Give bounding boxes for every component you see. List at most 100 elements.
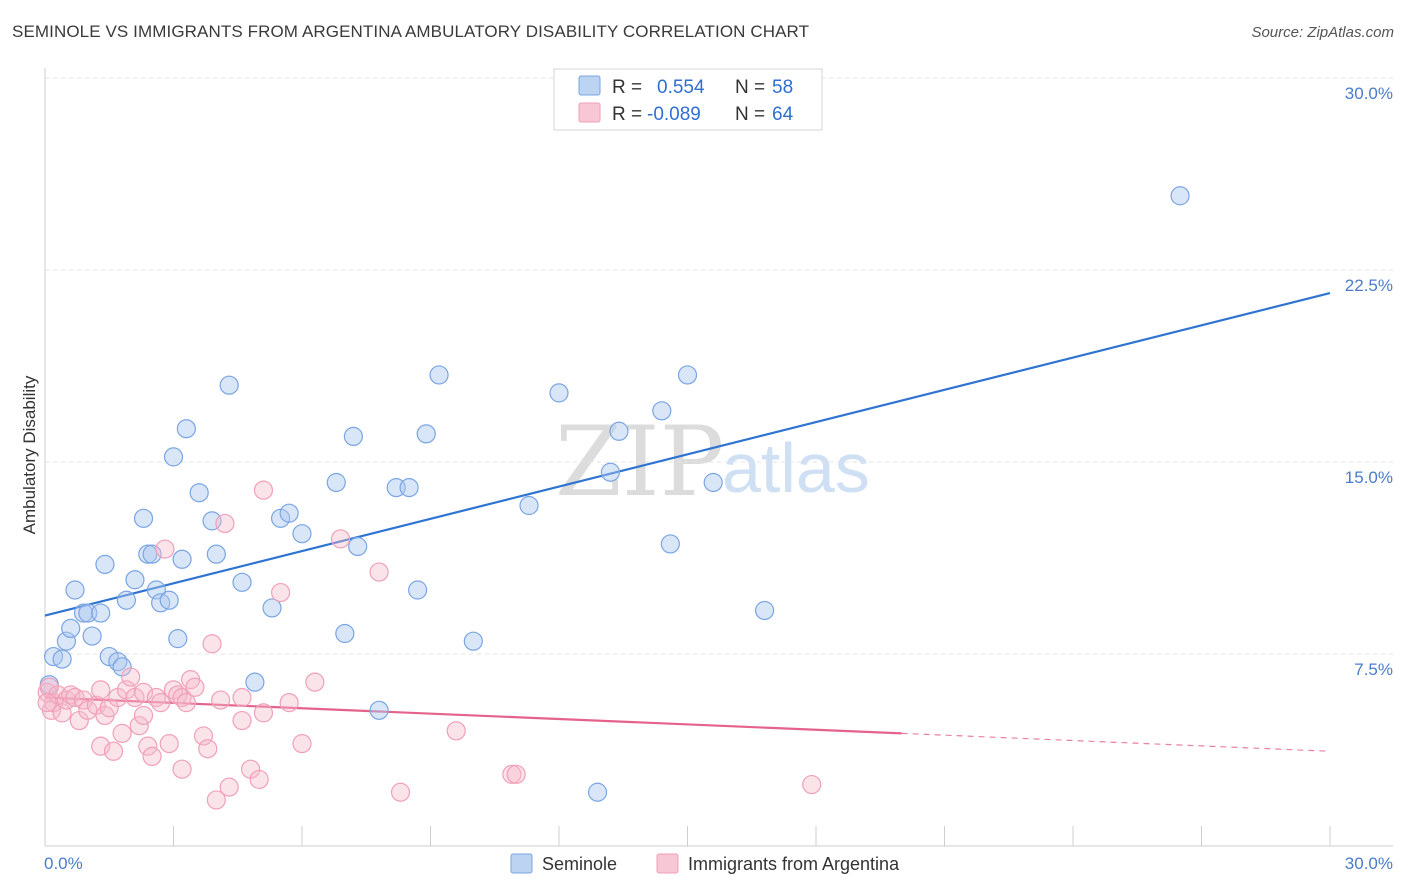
point-seminole-19 [146,580,166,600]
point-seminole-42 [399,478,419,498]
point-argentina-14 [91,736,111,756]
point-argentina-62 [802,774,822,795]
point-argentina-35 [172,759,192,779]
point-seminole-5 [65,580,85,600]
point-seminole-57 [1170,186,1190,206]
bottom-legend-argentina: Immigrants from Argentina [688,854,900,874]
point-seminole-38 [343,426,363,446]
point-seminole-56 [754,600,775,621]
point-seminole-23 [172,549,192,569]
y-tick-label-1: 15.0% [1345,468,1393,487]
point-argentina-40 [198,739,218,759]
legend-r-value-1: 0.554 [657,77,705,98]
point-argentina-13 [91,680,111,700]
point-argentina-57 [369,562,389,582]
point-argentina-25 [133,705,154,726]
point-seminole-22 [168,629,188,649]
bottom-legend-swatch-seminole [510,853,533,874]
point-argentina-23 [129,716,149,736]
legend-r-value-2: -0.089 [647,104,701,125]
point-argentina-51 [253,480,274,500]
point-argentina-49 [249,769,269,790]
point-seminole-45 [429,365,449,385]
point-seminole-35 [292,524,312,544]
point-seminole-2 [52,649,72,669]
bottom-legend-seminole: Seminole [542,854,617,874]
point-seminole-31 [245,672,265,692]
legend-swatch-argentina [578,102,601,123]
legend-r-label-1: R = [612,77,642,98]
point-argentina-42 [206,790,226,810]
point-seminole-15 [125,570,145,590]
point-seminole-10 [95,554,115,575]
point-argentina-47 [232,687,252,708]
point-argentina-52 [270,582,291,603]
point-seminole-48 [549,383,569,403]
point-seminole-6 [73,603,94,623]
point-argentina-10 [73,690,94,710]
point-seminole-32 [262,598,282,618]
point-argentina-31 [159,733,179,754]
point-seminole-40 [369,700,389,720]
tick-labels: 7.5% 15.0% 22.5% 30.0% 0.0% 30.0% [44,84,1393,873]
point-seminole-36 [326,472,346,493]
point-seminole-17 [138,544,158,564]
series-legend: Seminole Immigrants from Argentina [510,853,900,874]
point-argentina-55 [305,672,325,692]
point-argentina-46 [232,710,252,731]
point-argentina-53 [279,693,299,713]
point-argentina-59 [446,721,466,741]
point-seminole-51 [609,421,629,441]
point-argentina-44 [215,513,235,534]
x-tick-label-0: 0.0% [44,854,83,873]
trend-line-seminole [44,291,1331,617]
point-seminole-46 [463,631,483,651]
x-tick-label-1: 30.0% [1345,854,1393,873]
trend-lines [44,291,1331,752]
point-argentina-27 [142,746,162,767]
point-seminole-49 [587,782,608,802]
point-seminole-3 [56,631,77,651]
legend-n-value-1: 58 [772,77,793,98]
legend-n-value-2: 64 [772,104,794,125]
point-argentina-38 [185,677,205,697]
y-tick-label-0: 7.5% [1354,660,1393,679]
point-seminole-21 [159,590,179,610]
source-credit: Source: ZipAtlas.com [1251,24,1394,41]
point-argentina-41 [202,634,222,654]
point-argentina-26 [138,736,158,756]
point-seminole-14 [116,590,136,610]
point-argentina-29 [151,693,171,713]
point-argentina-63 [37,693,57,713]
data-points [37,186,1190,810]
point-seminole-53 [660,534,680,554]
point-argentina-39 [193,726,214,746]
point-argentina-21 [121,667,141,687]
legend-n-label-1: N = [735,77,765,98]
point-seminole-9 [91,603,111,623]
point-seminole-16 [133,508,154,528]
y-tick-label-3: 30.0% [1345,84,1393,103]
point-argentina-60 [502,764,522,784]
point-seminole-37 [335,623,355,644]
point-seminole-25 [176,419,196,439]
y-tick-label-2: 22.5% [1345,276,1393,295]
point-argentina-30 [155,539,175,559]
y-axis-label: Ambulatory Disability [20,375,39,534]
point-seminole-28 [206,544,226,564]
point-argentina-43 [211,690,231,710]
correlation-legend: R = 0.554 N = 58 R = -0.089 N = 64 [553,68,823,131]
point-argentina-36 [176,693,196,713]
legend-swatch-seminole [578,75,601,96]
point-argentina-50 [253,703,274,723]
point-argentina-5 [52,703,72,723]
point-seminole-50 [600,462,621,482]
point-seminole-44 [416,424,436,444]
point-seminole-39 [348,536,368,557]
point-seminole-34 [279,503,299,523]
point-seminole-52 [652,401,672,421]
point-seminole-55 [703,472,723,493]
bottom-legend-swatch-argentina [656,853,679,874]
point-seminole-43 [408,580,428,600]
